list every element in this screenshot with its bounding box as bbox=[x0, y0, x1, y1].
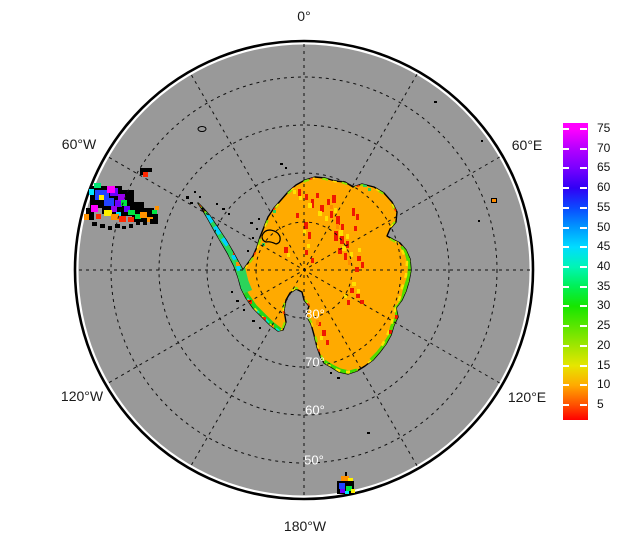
colorbar-tick bbox=[580, 167, 587, 169]
colorbar-label-20: 20 bbox=[597, 338, 611, 352]
colorbar-tick bbox=[580, 384, 587, 386]
colorbar-tick bbox=[580, 325, 587, 327]
colorbar-tick bbox=[563, 167, 569, 169]
colorbar-label-35: 35 bbox=[597, 279, 611, 293]
colorbar-tick bbox=[580, 246, 587, 248]
colorbar-label-25: 25 bbox=[597, 318, 611, 332]
south-island-data bbox=[337, 472, 355, 494]
colorbar-tick bbox=[563, 266, 569, 268]
colorbar-label-55: 55 bbox=[597, 200, 611, 214]
yellow-patches bbox=[287, 190, 361, 340]
colorbar-tick bbox=[580, 227, 587, 229]
colorbar-tick bbox=[580, 365, 587, 367]
lon-label-60w: 60°W bbox=[61, 136, 97, 152]
colorbar-tick bbox=[563, 187, 569, 189]
lat-label-60: 60° bbox=[305, 402, 325, 418]
lon-label-180w: 180°W bbox=[283, 518, 327, 534]
colorbar-tick bbox=[563, 384, 569, 386]
colorbar-tick bbox=[580, 345, 587, 347]
colorbar: 75 70 65 60 55 50 45 40 35 30 25 20 15 1… bbox=[563, 121, 610, 420]
colorbar-tick bbox=[580, 128, 587, 130]
lon-label-0: 0° bbox=[297, 8, 311, 24]
colorbar-tick bbox=[563, 325, 569, 327]
colorbar-tick bbox=[563, 305, 569, 307]
colorbar-tick bbox=[580, 286, 587, 288]
colorbar-tick bbox=[563, 286, 569, 288]
colorbar-label-10: 10 bbox=[597, 377, 611, 391]
colorbar-tick bbox=[563, 148, 569, 150]
colorbar-label-60: 60 bbox=[597, 180, 611, 194]
colorbar-tick bbox=[563, 128, 569, 130]
graticule bbox=[78, 44, 530, 496]
colorbar-tick bbox=[580, 207, 587, 209]
lon-label-120w: 120°W bbox=[60, 388, 104, 404]
colorbar-label-40: 40 bbox=[597, 259, 611, 273]
colorbar-label-45: 45 bbox=[597, 239, 611, 253]
colorbar-tick bbox=[580, 187, 587, 189]
offshore-islands bbox=[186, 101, 497, 434]
scotia-islands-data bbox=[84, 168, 159, 230]
colorbar-tick bbox=[563, 365, 569, 367]
lon-label-120e: 120°E bbox=[507, 389, 547, 405]
colorbar-label-15: 15 bbox=[597, 358, 611, 372]
colorbar-tick bbox=[563, 207, 569, 209]
lon-label-60e: 60°E bbox=[511, 137, 543, 153]
amber-patches bbox=[316, 205, 351, 325]
colorbar-label-5: 5 bbox=[597, 397, 604, 411]
colorbar-label-70: 70 bbox=[597, 141, 611, 155]
colorbar-tick bbox=[580, 266, 587, 268]
colorbar-tick bbox=[563, 404, 569, 406]
colorbar-tick bbox=[563, 227, 569, 229]
colorbar-label-65: 65 bbox=[597, 160, 611, 174]
colorbar-tick bbox=[580, 305, 587, 307]
colorbar-tick bbox=[580, 148, 587, 150]
colorbar-label-30: 30 bbox=[597, 298, 611, 312]
lat-label-80: 80° bbox=[305, 306, 325, 322]
lat-label-50: 50° bbox=[304, 452, 324, 468]
colorbar-tick bbox=[563, 345, 569, 347]
colorbar-tick bbox=[563, 246, 569, 248]
antarctica-landmass bbox=[84, 101, 497, 494]
lat-label-70: 70° bbox=[305, 354, 325, 370]
colorbar-tick bbox=[580, 404, 587, 406]
red-patches bbox=[284, 182, 398, 345]
colorbar-label-50: 50 bbox=[597, 220, 611, 234]
colorbar-label-75: 75 bbox=[597, 121, 611, 135]
